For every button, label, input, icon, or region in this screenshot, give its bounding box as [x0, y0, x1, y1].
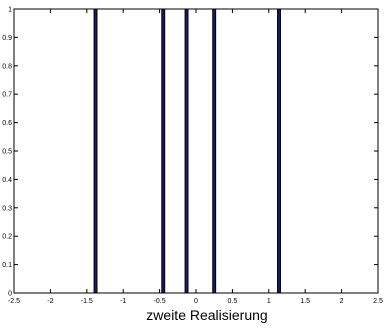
plot-frame — [13, 8, 379, 294]
x-tick-label: -1 — [120, 298, 126, 305]
x-tick-label: -2.5 — [8, 298, 20, 305]
y-tick-label: 0.6 — [2, 120, 12, 127]
bar — [184, 8, 189, 294]
y-tick-label: 0.8 — [2, 63, 12, 70]
x-tick-label: 2 — [340, 298, 344, 305]
x-axis-label: zweite Realisierung — [146, 307, 267, 323]
bar — [212, 8, 217, 294]
bar — [93, 8, 98, 294]
x-tick-label: -0.5 — [154, 298, 166, 305]
x-tick-label: 1.5 — [300, 298, 310, 305]
y-tick-label: 0.3 — [2, 205, 12, 212]
x-tick-label: 0 — [194, 298, 198, 305]
bar — [277, 8, 281, 294]
y-tick-label: 0.1 — [2, 262, 12, 269]
y-tick-label: 0.9 — [2, 35, 12, 42]
y-tick-label: 0.7 — [2, 92, 12, 99]
y-tick-label: 1 — [8, 7, 12, 14]
plot-area — [14, 9, 378, 293]
y-tick-label: 0.4 — [2, 177, 12, 184]
y-tick-label: 0.5 — [2, 149, 12, 156]
bar — [161, 8, 166, 294]
y-tick-label: 0.2 — [2, 234, 12, 241]
x-tick-label: -1.5 — [81, 298, 93, 305]
ticks-group: -2.5 -2 -1.5 -1 -0.5 0 0.5 1 1.5 2 2.5 0 0.1 0.2 0.3 0.… — [2, 7, 383, 306]
x-tick-label: -2 — [47, 298, 53, 305]
x-tick-label: 2.5 — [373, 298, 383, 305]
x-tick-label: 1 — [267, 298, 271, 305]
y-tick-label: 0 — [8, 291, 12, 298]
x-tick-label: 0.5 — [228, 298, 238, 305]
